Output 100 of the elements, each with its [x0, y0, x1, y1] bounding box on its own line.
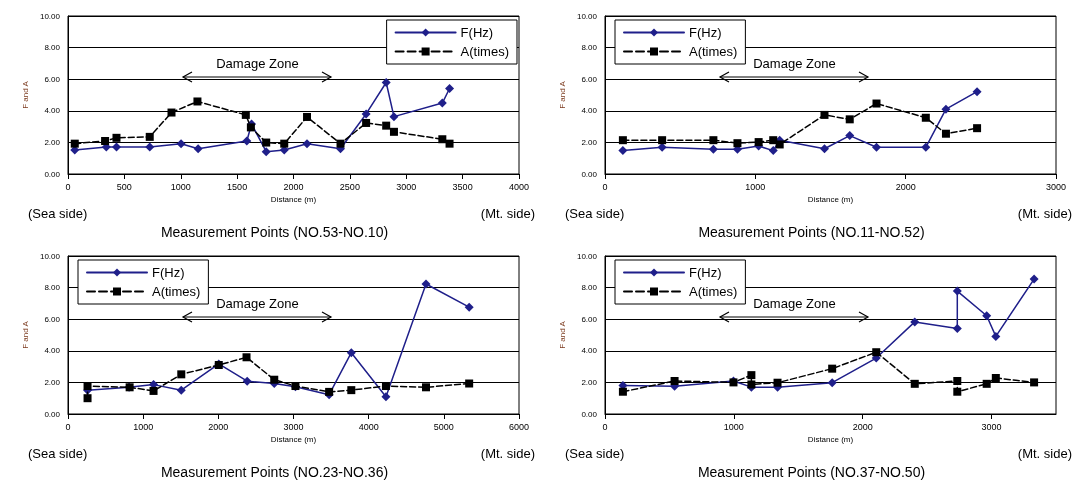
x-tick-label: 1500 — [227, 181, 248, 192]
point — [845, 131, 855, 141]
text: Measurement Points (NO.37-NO.50) — [697, 464, 926, 480]
y-tick-label: 2.00 — [581, 137, 598, 147]
y-tick-label: 0.00 — [581, 169, 598, 179]
point — [747, 371, 756, 380]
y-tick-label: 10.00 — [39, 251, 61, 261]
y-tick-label: 4.00 — [44, 346, 61, 356]
legend-label: A(times) — [152, 284, 201, 299]
point — [242, 136, 252, 146]
point — [262, 138, 271, 147]
point — [991, 331, 1001, 341]
point — [193, 144, 203, 154]
y-tick-label: 0.00 — [44, 169, 61, 179]
x-tick-label: 3000 — [1045, 181, 1067, 192]
point — [145, 132, 154, 141]
point — [145, 142, 155, 152]
point — [381, 392, 391, 402]
x-axis-title: Distance (m) — [807, 435, 854, 445]
point — [658, 136, 667, 145]
point — [70, 139, 79, 148]
point — [982, 379, 991, 388]
x-tick-label: 2000 — [283, 181, 304, 192]
legend-label: F(Hz) — [152, 265, 185, 280]
y-tick-label: 2.00 — [44, 137, 61, 147]
point — [302, 139, 312, 149]
point — [421, 279, 431, 289]
text: (Mt. side) — [1017, 206, 1072, 221]
annotation: Damage Zone — [216, 295, 299, 311]
y-tick-label: 10.00 — [39, 11, 61, 21]
point — [872, 348, 881, 357]
point — [953, 387, 962, 396]
point — [193, 97, 202, 106]
y-tick-label: 0.00 — [44, 409, 61, 419]
y-axis-title: F and A — [557, 80, 567, 109]
point — [953, 376, 962, 385]
point — [775, 140, 784, 149]
annotation: Damage Zone — [753, 55, 836, 71]
point — [910, 379, 919, 388]
x-tick-label: 2000 — [852, 421, 873, 432]
point — [445, 139, 454, 148]
point — [242, 376, 252, 386]
point — [176, 385, 186, 395]
point — [709, 136, 718, 145]
point — [827, 378, 837, 388]
point — [828, 364, 837, 373]
text: Measurement Points (NO.23-NO.36) — [160, 464, 389, 480]
point — [618, 146, 628, 156]
y-tick-label: 2.00 — [44, 377, 61, 387]
point — [422, 383, 431, 392]
point — [991, 373, 1000, 382]
text: (Mt. side) — [1017, 446, 1072, 461]
annotation: Damage Zone — [753, 295, 836, 311]
legend-label: F(Hz) — [460, 25, 494, 40]
point — [381, 78, 391, 88]
x-tick-label: 0 — [65, 181, 71, 192]
x-tick-label: 6000 — [508, 421, 530, 432]
y-tick-label: 2.00 — [581, 377, 598, 387]
point — [261, 147, 271, 157]
y-axis-title: F and A — [20, 80, 30, 109]
x-axis-title: Distance (m) — [807, 195, 854, 205]
y-tick-label: 6.00 — [44, 314, 61, 324]
point — [303, 112, 312, 121]
point — [1029, 274, 1039, 284]
point — [910, 317, 920, 327]
point — [101, 136, 110, 145]
point — [83, 382, 92, 391]
y-axis-title: F and A — [557, 320, 567, 349]
y-tick-label: 6.00 — [581, 74, 598, 84]
point — [347, 386, 356, 395]
x-tick-label: 0 — [65, 421, 71, 432]
point — [445, 84, 455, 94]
x-tick-label: 3000 — [396, 181, 417, 192]
y-tick-label: 6.00 — [581, 314, 598, 324]
y-tick-label: 6.00 — [44, 74, 61, 84]
point — [819, 144, 829, 154]
y-tick-label: 8.00 — [44, 43, 61, 53]
text: (Sea side) — [28, 206, 88, 221]
x-tick-label: 5000 — [433, 421, 454, 432]
point — [336, 139, 345, 148]
point — [389, 127, 398, 136]
x-tick-label: 3000 — [283, 421, 304, 432]
x-tick-label: 3500 — [452, 181, 473, 192]
point — [708, 144, 718, 154]
x-tick-label: 2000 — [895, 181, 916, 192]
point — [872, 99, 881, 108]
point — [361, 109, 371, 119]
point — [382, 121, 391, 130]
point — [973, 124, 982, 133]
point — [872, 142, 881, 152]
y-tick-label: 0.00 — [581, 409, 598, 419]
point — [982, 311, 992, 321]
point — [280, 139, 289, 148]
point — [465, 379, 474, 388]
x-tick-label: 0 — [602, 181, 608, 192]
point — [346, 348, 356, 358]
point — [941, 129, 950, 138]
point — [754, 138, 763, 147]
point — [921, 142, 931, 152]
x-tick-label: 2000 — [208, 421, 229, 432]
